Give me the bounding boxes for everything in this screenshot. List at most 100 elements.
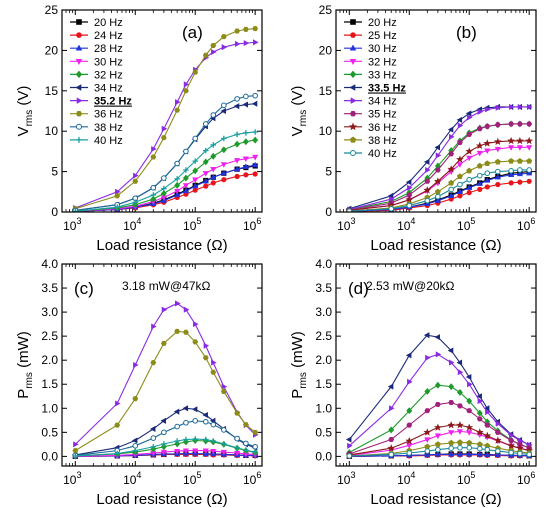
data-point xyxy=(175,300,181,307)
data-point xyxy=(456,173,463,179)
data-point xyxy=(203,342,210,349)
y-tick-label: 4.0 xyxy=(315,257,332,271)
data-point xyxy=(174,423,180,430)
data-point xyxy=(527,103,533,110)
data-point xyxy=(516,170,523,177)
data-point xyxy=(476,150,483,157)
data-point xyxy=(252,161,259,168)
data-point xyxy=(406,202,413,209)
data-point xyxy=(150,184,157,191)
data-point xyxy=(434,451,441,457)
legend-marker xyxy=(348,122,358,131)
data-point xyxy=(406,450,413,456)
data-point xyxy=(388,451,395,458)
peak-annotation: 3.18 mW@47kΩ xyxy=(122,279,211,293)
series-line xyxy=(75,139,256,212)
data-point xyxy=(476,416,483,422)
data-point xyxy=(203,436,209,443)
y-tick-label: 3.5 xyxy=(41,281,58,295)
data-point xyxy=(457,140,463,145)
legend-label: 40 Hz xyxy=(94,135,123,147)
series-group xyxy=(345,103,534,212)
data-point xyxy=(516,136,524,145)
data-point xyxy=(221,135,227,142)
data-point xyxy=(456,359,463,366)
y-axis-subscript: rms xyxy=(24,372,35,389)
x-tick-label: 105 xyxy=(183,470,201,487)
data-point xyxy=(526,451,532,458)
data-point xyxy=(387,383,394,390)
data-point xyxy=(457,444,463,451)
y-tick-label: 2.5 xyxy=(41,329,58,343)
legend-marker xyxy=(76,32,82,38)
x-tick-exponent: 6 xyxy=(256,470,261,480)
data-point xyxy=(182,183,189,189)
data-point xyxy=(389,196,395,203)
data-point xyxy=(210,173,217,180)
data-point xyxy=(387,444,396,452)
data-point xyxy=(192,436,198,442)
data-point xyxy=(526,157,533,164)
data-point xyxy=(132,447,139,454)
y-tick-label: 3.5 xyxy=(315,281,332,295)
data-point xyxy=(476,441,483,447)
x-tick-label: 104 xyxy=(397,216,415,233)
data-point xyxy=(192,339,199,345)
data-point xyxy=(407,378,413,385)
data-point xyxy=(203,183,209,189)
data-point xyxy=(517,179,523,185)
legend-marker xyxy=(76,19,82,25)
series-line xyxy=(75,131,256,212)
data-point xyxy=(72,453,79,459)
data-point xyxy=(475,428,484,436)
data-point xyxy=(243,26,249,32)
y-axis-title: Vrms (V) xyxy=(289,86,309,137)
series-line xyxy=(349,453,530,457)
data-point xyxy=(183,167,189,173)
data-point xyxy=(526,178,532,184)
y-tick-label: 25 xyxy=(319,3,333,17)
y-axis-subscript: rms xyxy=(24,110,35,127)
data-point xyxy=(485,106,491,113)
y-tick-label: 1.0 xyxy=(41,401,58,415)
data-point xyxy=(476,180,483,186)
legend-marker xyxy=(349,84,356,91)
data-point xyxy=(220,162,227,168)
legend-label: 34 Hz xyxy=(94,83,123,95)
data-point xyxy=(525,136,534,145)
y-tick-label: 5 xyxy=(51,165,58,179)
series-line xyxy=(349,140,530,211)
data-point xyxy=(150,154,157,160)
x-tick-label: 103 xyxy=(337,216,355,233)
data-point xyxy=(516,145,523,151)
data-point xyxy=(182,448,189,454)
data-point xyxy=(493,137,502,145)
data-point xyxy=(476,162,483,169)
data-point xyxy=(210,438,217,444)
data-point xyxy=(466,184,473,190)
data-point xyxy=(160,135,167,141)
legend-label: 40 Hz xyxy=(368,148,397,160)
data-point xyxy=(425,166,431,174)
data-point xyxy=(72,448,79,454)
panel-label: (c) xyxy=(74,279,94,298)
y-tick-label: 0.0 xyxy=(41,449,58,463)
legend-marker xyxy=(349,44,357,51)
data-point xyxy=(475,141,484,150)
data-point xyxy=(202,52,209,58)
data-point xyxy=(183,81,190,88)
data-point xyxy=(448,383,455,391)
x-tick-label: 103 xyxy=(337,470,355,487)
data-point xyxy=(114,450,120,457)
data-point xyxy=(456,439,463,445)
y-tick-label: 1.5 xyxy=(315,377,332,391)
data-point xyxy=(192,187,198,193)
data-point xyxy=(160,189,167,197)
legend-marker xyxy=(349,70,357,79)
legend-label: 38 Hz xyxy=(368,135,397,147)
x-axis-title: Load resistance (Ω) xyxy=(96,237,227,254)
data-point xyxy=(448,186,454,193)
data-point xyxy=(467,381,473,388)
data-point xyxy=(202,171,209,177)
data-point xyxy=(457,193,463,199)
